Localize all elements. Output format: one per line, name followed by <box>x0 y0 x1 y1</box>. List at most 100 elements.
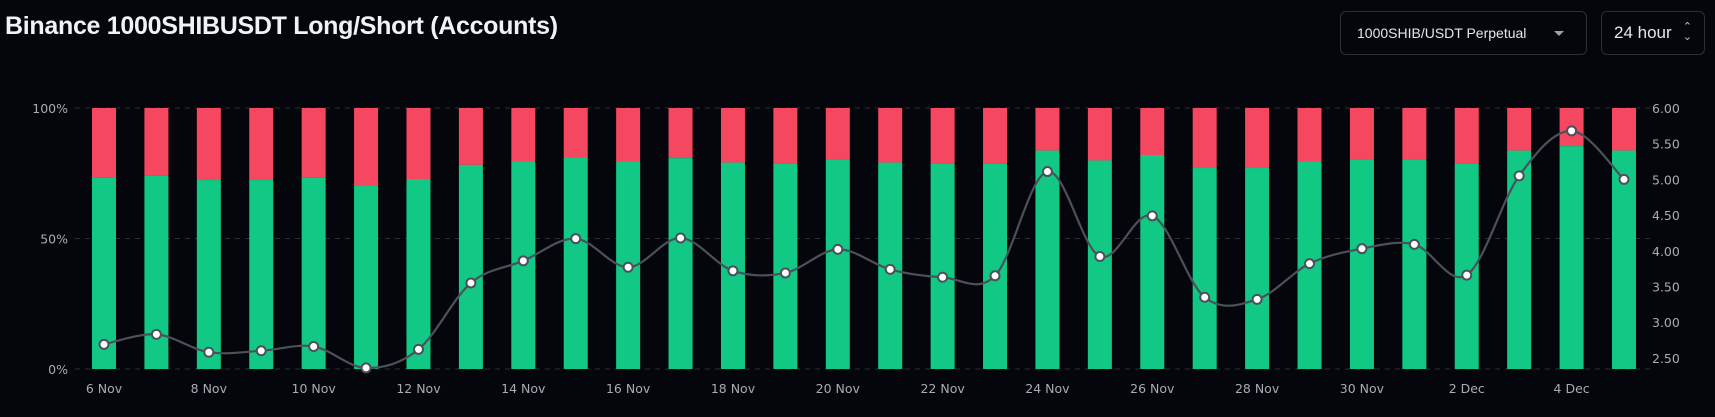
short-bar <box>144 108 169 176</box>
ratio-point <box>308 341 320 353</box>
short-bar <box>1245 108 1270 169</box>
long-bar <box>1612 150 1636 369</box>
long-bar <box>773 163 798 369</box>
long-bar <box>1402 159 1427 369</box>
short-bar <box>1087 108 1112 161</box>
x-tick-label: 24 Nov <box>1025 381 1070 396</box>
short-bar <box>92 108 116 178</box>
ratio-point <box>1618 173 1630 185</box>
x-tick-label: 30 Nov <box>1340 381 1385 396</box>
period-select[interactable]: 24 hour ⌃ ⌄ <box>1601 11 1705 55</box>
pair-select-value: 1000SHIB/USDT Perpetual <box>1357 25 1527 41</box>
ratio-point <box>727 265 739 277</box>
x-tick-label: 20 Nov <box>816 381 861 396</box>
ratio-point <box>150 328 162 340</box>
long-bar <box>930 163 955 369</box>
short-bar <box>406 108 431 179</box>
long-bar <box>92 177 116 369</box>
short-bar <box>720 108 745 163</box>
y-left-tick-label: 0% <box>48 362 68 377</box>
long-bar <box>1507 150 1532 369</box>
short-bar <box>1349 108 1374 160</box>
x-tick-label: 12 Nov <box>396 381 441 396</box>
short-bar <box>1402 108 1427 160</box>
x-tick-label: 4 Dec <box>1554 381 1590 396</box>
ratio-point <box>1461 269 1473 281</box>
short-bar <box>930 108 955 164</box>
y-left-tick-label: 100% <box>32 101 68 116</box>
long-bar <box>1192 168 1217 369</box>
y-right-tick-label: 4.50 <box>1652 208 1680 223</box>
long-bar <box>983 163 1008 369</box>
long-bar <box>825 159 850 369</box>
up-down-chevron-icon: ⌃ ⌄ <box>1682 21 1692 43</box>
ratio-point <box>465 277 477 289</box>
x-tick-label: 2 Dec <box>1449 381 1485 396</box>
y-right-tick-label: 2.50 <box>1652 351 1680 366</box>
ratio-point <box>989 270 1001 282</box>
short-bar <box>196 108 221 181</box>
x-tick-label: 14 Nov <box>501 381 546 396</box>
long-bar <box>249 180 274 369</box>
x-tick-label: 28 Nov <box>1235 381 1280 396</box>
short-bar <box>249 108 274 181</box>
ratio-point <box>884 263 896 275</box>
short-bar <box>825 108 850 160</box>
period-select-value: 24 hour <box>1614 23 1672 42</box>
short-bar <box>773 108 798 164</box>
short-bar <box>301 108 326 178</box>
short-bar <box>1140 108 1165 155</box>
x-tick-label: 8 Nov <box>191 381 228 396</box>
short-bar <box>616 108 641 162</box>
short-bar <box>1612 108 1636 151</box>
short-bar <box>1192 108 1217 169</box>
long-bar <box>406 178 431 369</box>
long-bar <box>1559 146 1584 369</box>
ratio-line <box>103 129 1625 370</box>
long-bar <box>458 164 483 369</box>
short-bar <box>983 108 1008 164</box>
ratio-point <box>622 261 634 273</box>
ratio-point <box>1566 125 1578 137</box>
ratio-point <box>1146 210 1158 222</box>
short-bar <box>458 108 483 165</box>
ratio-point <box>517 255 529 267</box>
y-right-tick-label: 4.00 <box>1652 244 1680 259</box>
long-bar <box>196 180 221 369</box>
short-bar <box>1454 108 1479 164</box>
ratio-point <box>570 233 582 245</box>
ratio-point <box>832 243 844 255</box>
x-tick-label: 18 Nov <box>711 381 756 396</box>
ratio-point <box>203 346 215 358</box>
ratio-point <box>1356 243 1368 255</box>
ratio-point <box>1251 293 1263 305</box>
short-bar <box>668 108 693 159</box>
short-bar <box>1297 108 1322 162</box>
x-tick-label: 26 Nov <box>1130 381 1175 396</box>
long-bar <box>563 157 588 369</box>
pair-select[interactable]: 1000SHIB/USDT Perpetual <box>1340 11 1587 55</box>
y-right-tick-label: 6.00 <box>1652 101 1680 116</box>
ratio-point <box>1199 291 1211 303</box>
long-bar <box>1140 154 1165 369</box>
long-bar <box>1035 150 1060 369</box>
page-title: Binance 1000SHIBUSDT Long/Short (Account… <box>5 12 558 40</box>
x-tick-label: 10 Nov <box>292 381 337 396</box>
long-bar <box>1087 160 1112 369</box>
short-bar <box>354 108 379 186</box>
short-bar <box>563 108 588 158</box>
ratio-point <box>1094 251 1106 263</box>
ratio-point <box>937 271 949 283</box>
ratio-point <box>360 362 372 374</box>
x-tick-label: 22 Nov <box>920 381 965 396</box>
x-tick-label: 16 Nov <box>606 381 651 396</box>
short-bar <box>878 108 903 163</box>
short-bar <box>511 108 536 162</box>
ratio-point <box>1513 170 1525 182</box>
long-bar <box>1349 159 1374 369</box>
ratio-point <box>1408 238 1420 250</box>
long-bar <box>301 177 326 369</box>
y-left-tick-label: 50% <box>40 232 68 247</box>
caret-down-icon <box>1554 31 1564 36</box>
